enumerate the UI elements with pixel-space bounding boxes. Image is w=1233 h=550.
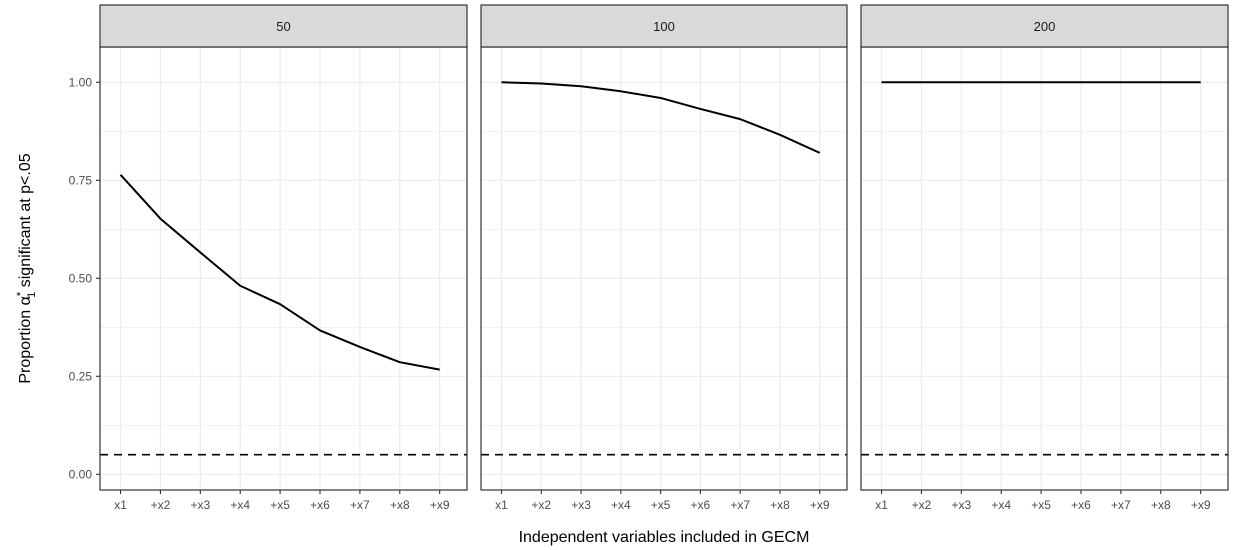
x-tick-label: x1 [495, 498, 508, 512]
y-title-suffix: significant at p<.05 [17, 153, 34, 291]
strip-background [860, 4, 1229, 48]
strip-background [99, 4, 468, 48]
x-tick-label: +x9 [430, 498, 450, 512]
y-title-prefix: Proportion [17, 305, 34, 383]
x-tick-label: +x7 [1111, 498, 1131, 512]
x-tick-label: +x5 [651, 498, 671, 512]
x-tick-label: +x4 [230, 498, 250, 512]
x-tick-label: +x9 [810, 498, 830, 512]
x-tick-label: +x6 [691, 498, 711, 512]
x-tick-label: +x8 [390, 498, 410, 512]
y-tick-label: 0.00 [69, 467, 93, 481]
panels-layer: 50 x1 +x2 +x3 +x4 +x5 +x6 +x7 +x8 +x9 100 x1 +x2 +x3 +… [99, 4, 1229, 512]
x-tick-label: +x8 [770, 498, 790, 512]
y-title-symbol: α [17, 296, 34, 305]
panel-background [861, 47, 1228, 490]
x-tick-label: +x4 [991, 498, 1011, 512]
y-axis-title: Proportion α*1 significant at p<.05 [15, 153, 38, 383]
x-tick-label: +x7 [350, 498, 370, 512]
x-tick-label: +x6 [310, 498, 330, 512]
x-tick-label: +x9 [1191, 498, 1211, 512]
y-title-subscript: 1 [26, 292, 38, 298]
x-tick-label: +x5 [270, 498, 290, 512]
panel-background [481, 47, 847, 490]
y-tick-label: 0.75 [69, 173, 93, 187]
strip-label: 200 [1034, 19, 1056, 34]
x-tick-label: +x2 [912, 498, 932, 512]
strip-background [480, 4, 848, 48]
y-tick-label: 0.25 [69, 369, 93, 383]
x-tick-label: +x3 [190, 498, 210, 512]
x-tick-label: x1 [114, 498, 127, 512]
x-tick-label: +x5 [1031, 498, 1051, 512]
y-title-superscript: * [15, 291, 27, 296]
x-tick-label: x1 [875, 498, 888, 512]
y-tick-label: 0.50 [69, 271, 93, 285]
panel-200: 200 x1 +x2 +x3 +x4 +x5 +x6 +x7 +x8 +x9 [860, 4, 1229, 512]
x-tick-label: +x7 [730, 498, 750, 512]
strip-label: 50 [276, 19, 290, 34]
panel-background [100, 47, 467, 490]
x-tick-label: +x3 [571, 498, 591, 512]
x-tick-label: +x4 [611, 498, 631, 512]
x-tick-label: +x2 [151, 498, 171, 512]
y-tick-label: 1.00 [69, 75, 93, 89]
x-tick-label: +x2 [531, 498, 551, 512]
x-axis-title: Independent variables included in GECM [519, 529, 810, 546]
x-tick-label: +x3 [951, 498, 971, 512]
strip-label: 100 [653, 19, 675, 34]
y-axis: 0.00 0.25 0.50 0.75 1.00 [69, 75, 100, 481]
x-tick-label: +x8 [1151, 498, 1171, 512]
x-tick-label: +x6 [1071, 498, 1091, 512]
panel-50: 50 x1 +x2 +x3 +x4 +x5 +x6 +x7 +x8 +x9 [99, 4, 468, 512]
panel-100: 100 x1 +x2 +x3 +x4 +x5 +x6 +x7 +x8 +x9 [480, 4, 848, 512]
